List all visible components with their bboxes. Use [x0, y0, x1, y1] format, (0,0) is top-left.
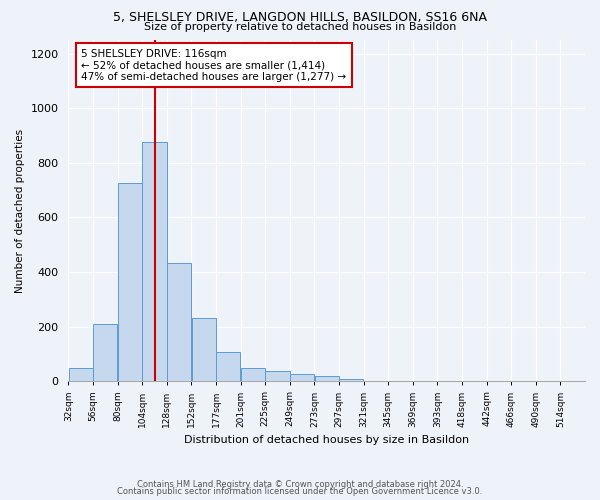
- Text: Contains HM Land Registry data © Crown copyright and database right 2024.: Contains HM Land Registry data © Crown c…: [137, 480, 463, 489]
- Bar: [167, 262, 191, 382]
- Bar: [339, 379, 364, 382]
- Bar: [241, 368, 265, 382]
- Bar: [93, 324, 118, 382]
- Bar: [216, 352, 241, 382]
- Bar: [290, 374, 314, 382]
- X-axis label: Distribution of detached houses by size in Basildon: Distribution of detached houses by size …: [184, 435, 469, 445]
- Bar: [118, 184, 142, 382]
- Bar: [265, 371, 290, 382]
- Bar: [142, 142, 167, 382]
- Text: 5 SHELSLEY DRIVE: 116sqm
← 52% of detached houses are smaller (1,414)
47% of sem: 5 SHELSLEY DRIVE: 116sqm ← 52% of detach…: [82, 48, 346, 82]
- Text: 5, SHELSLEY DRIVE, LANGDON HILLS, BASILDON, SS16 6NA: 5, SHELSLEY DRIVE, LANGDON HILLS, BASILD…: [113, 11, 487, 24]
- Bar: [68, 368, 93, 382]
- Bar: [191, 318, 216, 382]
- Y-axis label: Number of detached properties: Number of detached properties: [15, 128, 25, 292]
- Bar: [314, 376, 339, 382]
- Text: Contains public sector information licensed under the Open Government Licence v3: Contains public sector information licen…: [118, 487, 482, 496]
- Text: Size of property relative to detached houses in Basildon: Size of property relative to detached ho…: [144, 22, 456, 32]
